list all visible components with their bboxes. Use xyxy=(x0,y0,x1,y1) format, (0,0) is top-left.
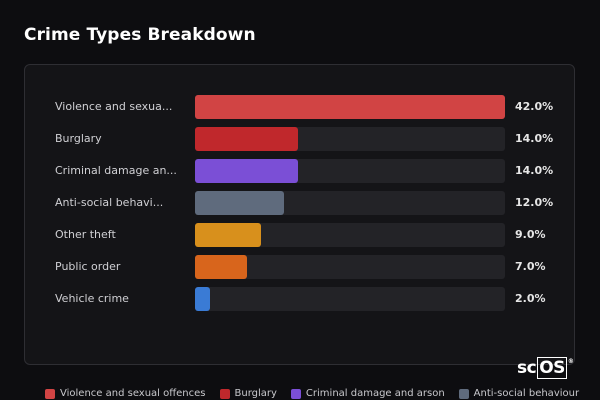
legend-label: Violence and sexual offences xyxy=(60,388,206,399)
legend-item: Burglary xyxy=(219,387,277,400)
scos-logo: sc OS ® xyxy=(517,357,574,379)
legend-swatch xyxy=(290,388,301,399)
bar-row: Other theft 9.0% xyxy=(25,223,574,247)
bar-track xyxy=(195,95,505,119)
bar xyxy=(195,159,299,183)
bar-category-label: Burglary xyxy=(55,132,102,145)
legend-label: Criminal damage and arson xyxy=(305,388,445,399)
bar xyxy=(195,127,299,151)
bar-value-label: 9.0% xyxy=(515,228,546,241)
chart-legend: Violence and sexual offences Burglary Crim… xyxy=(45,387,579,400)
bar-row: Anti-social behavi... 12.0% xyxy=(25,191,574,215)
legend-item: Criminal damage and arson xyxy=(290,387,445,400)
bar-track xyxy=(195,127,505,151)
page-title: Crime Types Breakdown xyxy=(24,25,256,45)
legend-swatch xyxy=(458,388,469,399)
bar-value-label: 7.0% xyxy=(515,260,546,273)
legend-label: Anti-social behaviour xyxy=(473,388,580,399)
legend-swatch xyxy=(45,388,55,399)
bar-value-label: 2.0% xyxy=(515,292,546,305)
legend-label: Burglary xyxy=(234,388,277,399)
bar-category-label: Public order xyxy=(55,260,121,273)
logo-prefix: sc xyxy=(517,358,537,378)
logo-boxed-text: OS xyxy=(537,357,567,379)
bar-category-label: Violence and sexua... xyxy=(55,100,173,113)
bar-row: Violence and sexua... 42.0% xyxy=(25,95,574,119)
bar-track xyxy=(195,287,505,311)
bar-value-label: 14.0% xyxy=(515,164,554,177)
bar-track xyxy=(195,255,505,279)
bar-row: Criminal damage an... 14.0% xyxy=(25,159,574,183)
logo-registered-mark: ® xyxy=(567,358,574,365)
bar-category-label: Other theft xyxy=(55,228,116,241)
bar xyxy=(195,95,505,119)
bar-category-label: Anti-social behavi... xyxy=(55,196,164,209)
bar-value-label: 42.0% xyxy=(515,100,554,113)
legend-item: Violence and sexual offences xyxy=(45,387,206,400)
legend-swatch xyxy=(219,388,230,399)
bar-row: Burglary 14.0% xyxy=(25,127,574,151)
bar-category-label: Vehicle crime xyxy=(55,292,129,305)
bar-track xyxy=(195,159,505,183)
bar xyxy=(195,287,210,311)
bar xyxy=(195,191,284,215)
legend-item: Anti-social behaviour xyxy=(458,387,580,400)
bar-value-label: 14.0% xyxy=(515,132,554,145)
bar-value-label: 12.0% xyxy=(515,196,554,209)
bar-category-label: Criminal damage an... xyxy=(55,164,177,177)
bar-track xyxy=(195,191,505,215)
bar-row: Public order 7.0% xyxy=(25,255,574,279)
bar xyxy=(195,223,262,247)
bar-row: Vehicle crime 2.0% xyxy=(25,287,574,311)
chart-card: Violence and sexua... 42.0% Burglary 14.0% C… xyxy=(24,64,575,365)
bar-track xyxy=(195,223,505,247)
bar xyxy=(195,255,247,279)
